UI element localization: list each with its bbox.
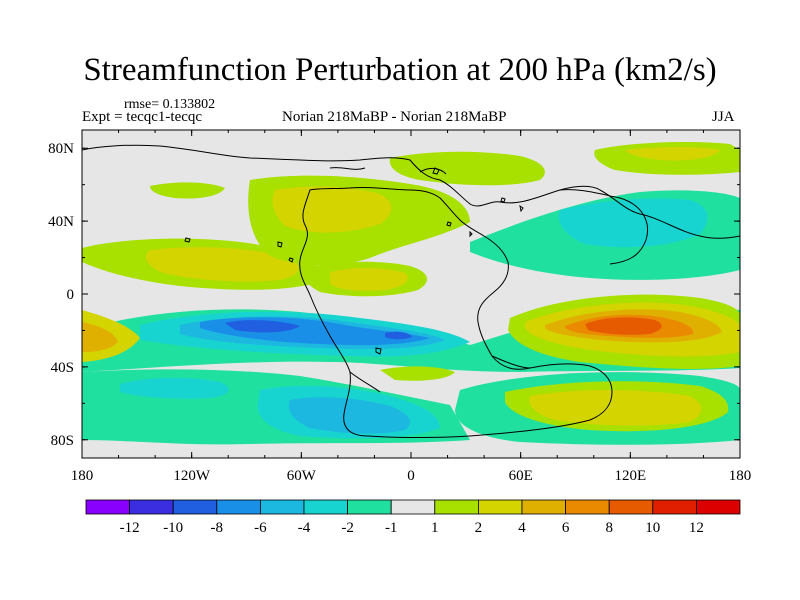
x-axis: 180 120W 60W 0 60E 120E 180 bbox=[71, 130, 752, 484]
field-region-yellowgreen-patch bbox=[380, 366, 455, 381]
field-region-orange-west bbox=[82, 322, 118, 352]
colorbar-swatch bbox=[347, 499, 392, 515]
colorbar-swatch bbox=[434, 499, 479, 515]
colorbar-swatch bbox=[216, 499, 261, 515]
colorbar-label: -12 bbox=[120, 520, 140, 536]
x-tick-label: 180 bbox=[71, 468, 94, 484]
gondwana-south bbox=[349, 355, 531, 393]
colorbar-label: -8 bbox=[211, 520, 224, 536]
y-tick-label: 80N bbox=[48, 141, 74, 157]
colorbar-swatch bbox=[565, 499, 610, 515]
colorbar-label: 6 bbox=[562, 520, 570, 536]
y-axis: 80N 40N 0 40S 80S bbox=[48, 141, 740, 449]
colorbar-label: -4 bbox=[298, 520, 311, 536]
field-region-yellowgreen-npac-east bbox=[150, 182, 225, 199]
colorbar-label: 4 bbox=[518, 520, 526, 536]
field-region-cyan-asia bbox=[558, 198, 708, 248]
y-tick-label: 40S bbox=[51, 360, 74, 376]
field-region-green-sw bbox=[82, 400, 104, 440]
field-region-darkblue-south-2 bbox=[385, 331, 412, 340]
field-region-lightblue-southmid bbox=[288, 397, 410, 434]
colorbar-swatch bbox=[85, 499, 130, 515]
field-region-yellowgreen-arctic bbox=[389, 151, 545, 186]
asia-coast bbox=[559, 189, 648, 265]
colorbar-swatch bbox=[129, 499, 174, 515]
colorbar-label: 8 bbox=[605, 520, 613, 536]
colorbar-swatch bbox=[172, 499, 218, 515]
y-tick-label: 80S bbox=[51, 433, 74, 449]
coastline-layer bbox=[82, 144, 740, 438]
colorbar-label: 12 bbox=[689, 520, 704, 536]
y-tick-label: 0 bbox=[67, 287, 75, 303]
colorbar-swatch bbox=[477, 499, 523, 515]
colorbar-label: -6 bbox=[254, 520, 267, 536]
colorbar-label: -1 bbox=[385, 520, 398, 536]
colorbar-label: 1 bbox=[431, 520, 439, 536]
colorbar-swatch bbox=[259, 499, 305, 515]
experiment-label: Norian 218MaBP - Norian 218MaBP bbox=[282, 109, 507, 125]
x-tick-label: 60W bbox=[287, 468, 317, 484]
season-label: JJA bbox=[712, 109, 735, 125]
colorbar-label: -2 bbox=[341, 520, 354, 536]
colorbar-swatch bbox=[390, 499, 436, 515]
field-region-yellow-eq bbox=[330, 267, 408, 291]
x-tick-label: 180 bbox=[729, 468, 752, 484]
field-region-yellow-south-indian bbox=[529, 390, 702, 426]
field-region-red-indian bbox=[585, 317, 662, 335]
pangaea-coastline bbox=[82, 144, 740, 239]
colorbar-swatch bbox=[696, 499, 741, 515]
field-region-yellow-arctic-east bbox=[625, 147, 720, 161]
colorbar-swatch bbox=[521, 499, 566, 515]
expt-annotation: Expt = tecqc1-tecqc bbox=[82, 109, 203, 125]
x-tick-label: 60E bbox=[509, 468, 533, 484]
pangaea-west-coast bbox=[299, 186, 613, 438]
island-cluster-1 bbox=[432, 167, 473, 238]
rmse-annotation: rmse= 0.133802 bbox=[124, 97, 216, 112]
colorbar: -12 -10 -8 -6 -4 -2 -1 1 2 4 6 8 10 12 bbox=[85, 499, 741, 536]
x-tick-label: 120E bbox=[614, 468, 646, 484]
island-cluster-3 bbox=[375, 197, 524, 355]
field-region-cyan-sw bbox=[120, 377, 229, 399]
colorbar-swatch bbox=[303, 499, 348, 515]
x-tick-label: 120W bbox=[173, 468, 211, 484]
field-region-yellow-natl bbox=[272, 186, 392, 233]
colorbar-swatch bbox=[608, 499, 654, 515]
island-cluster-2 bbox=[184, 237, 294, 263]
x-tick-label: 0 bbox=[407, 468, 415, 484]
y-tick-label: 40N bbox=[48, 214, 74, 230]
colorbar-swatch bbox=[652, 499, 697, 515]
field-region-yellow-npac bbox=[145, 247, 299, 282]
map-plot-area bbox=[82, 130, 740, 458]
chart-title: Streamfunction Perturbation at 200 hPa (… bbox=[83, 52, 717, 88]
colorbar-label: -10 bbox=[163, 520, 183, 536]
colorbar-label: 2 bbox=[475, 520, 483, 536]
field-region-darkblue-south bbox=[225, 320, 300, 333]
colorbar-label: 10 bbox=[645, 520, 660, 536]
